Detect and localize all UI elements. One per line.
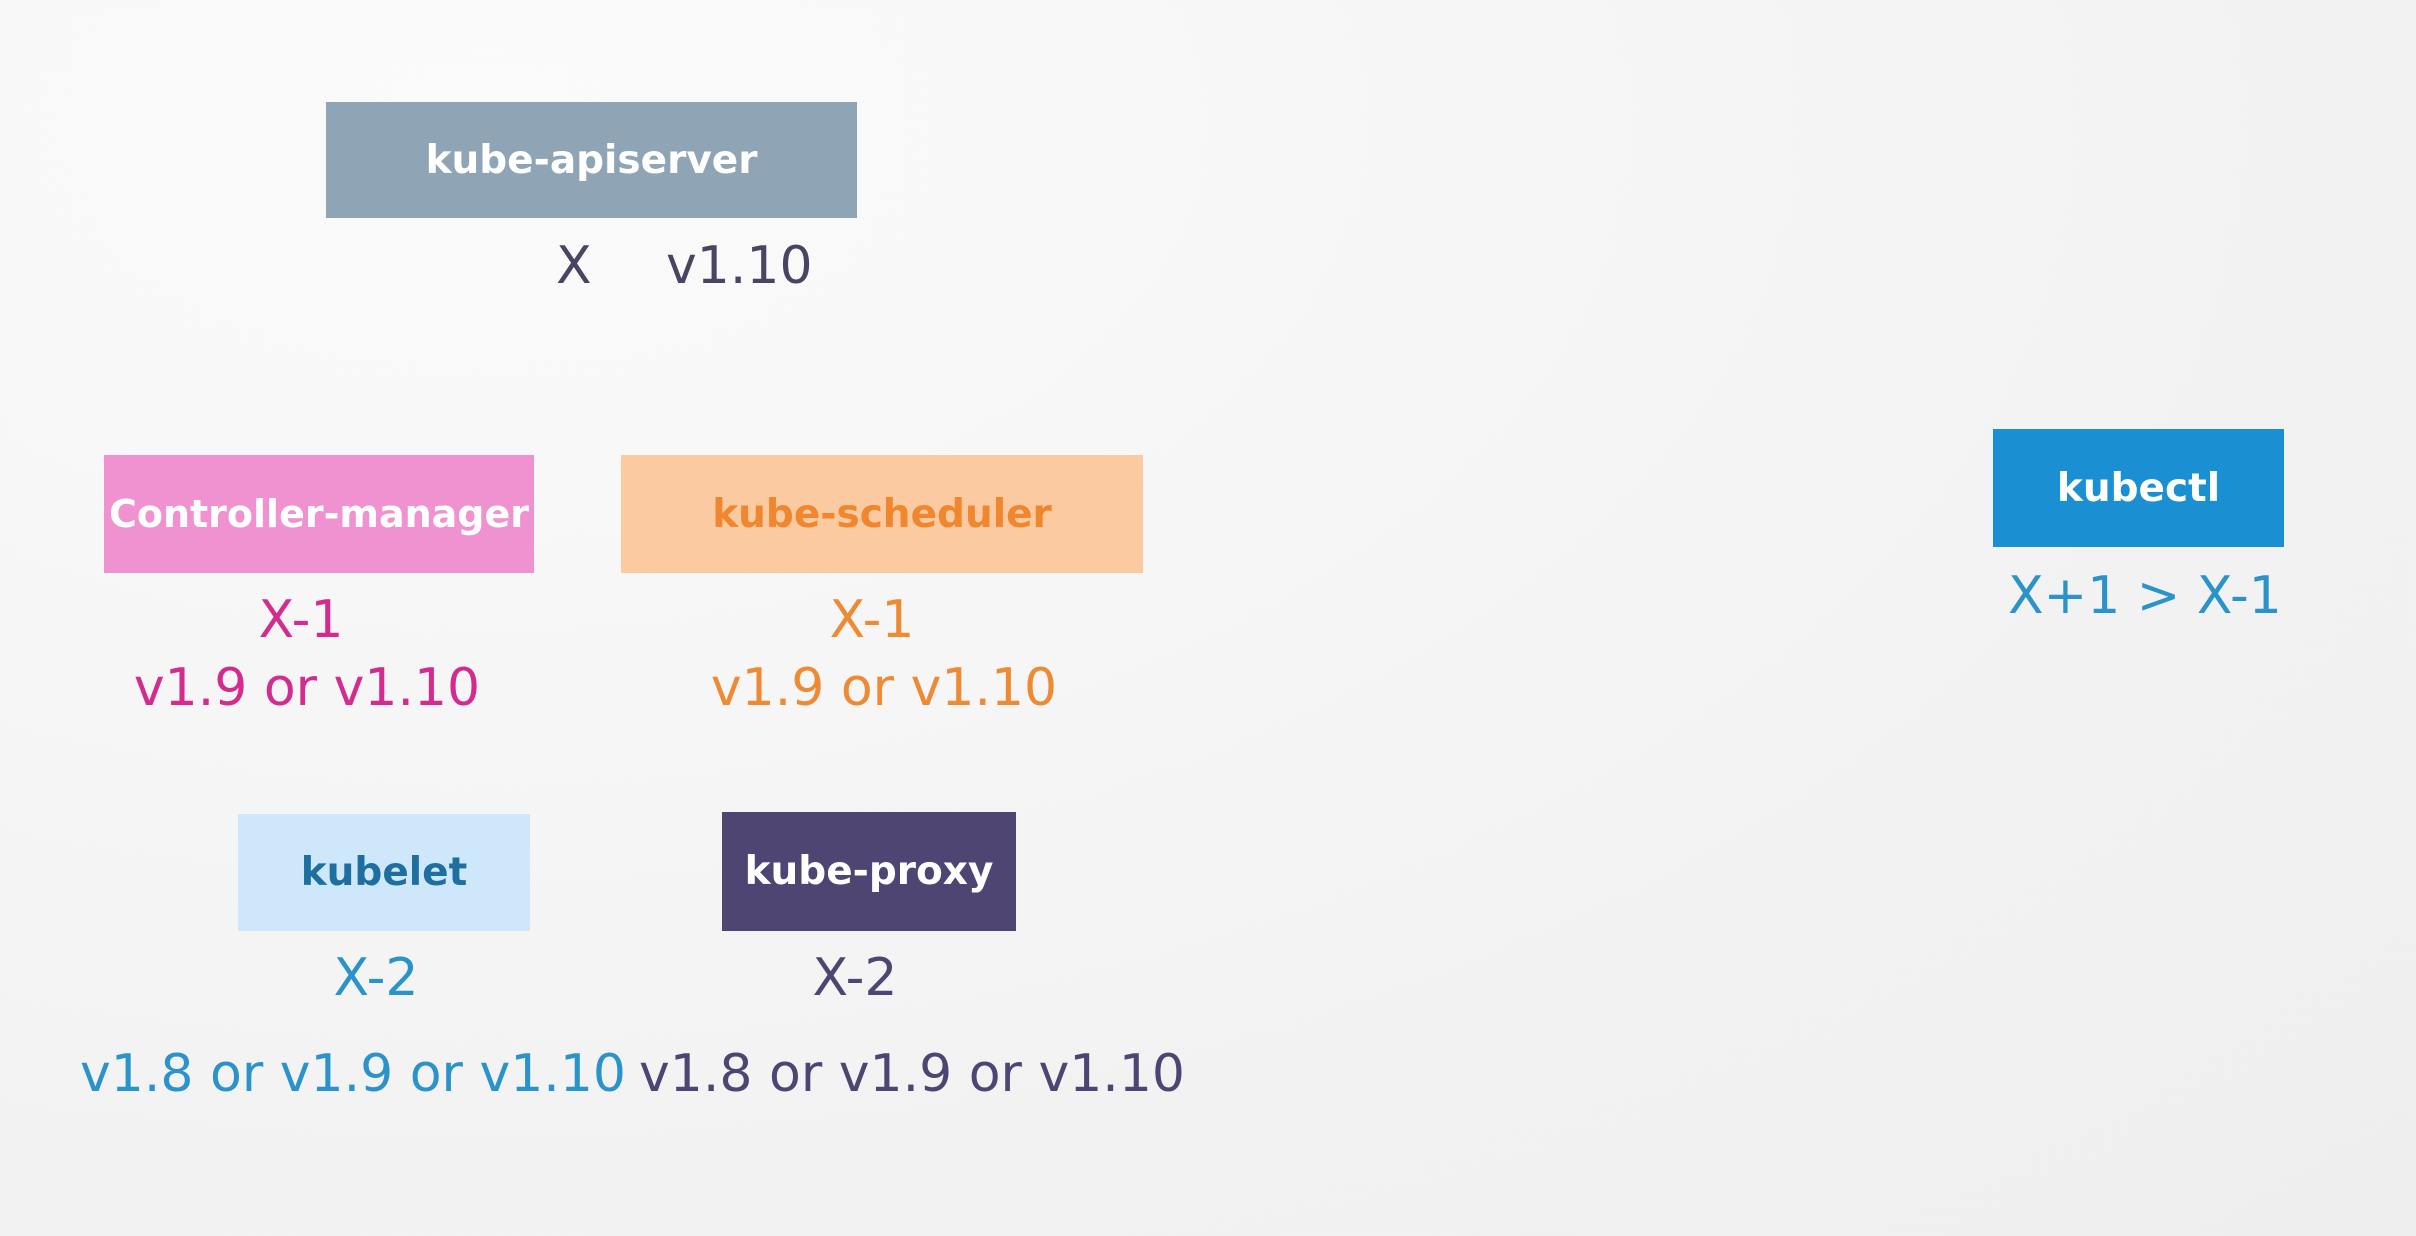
kube-scheduler-versions: v1.9 or v1.10 (710, 658, 1058, 718)
kubectl-box: kubectl (1993, 429, 2284, 547)
kubelet-label: kubelet (300, 850, 468, 895)
controller-manager-box: Controller-manager (104, 455, 534, 573)
kube-apiserver-label: kube-apiserver (425, 137, 758, 183)
kube-apiserver-version: v1.10 (666, 236, 813, 296)
controller-manager-versions: v1.9 or v1.10 (133, 658, 481, 718)
kube-apiserver-relative-version: X (556, 236, 592, 296)
kubectl-relative-version: X+1 > X-1 (2008, 566, 2282, 626)
controller-manager-label: Controller-manager (108, 492, 530, 536)
kube-proxy-relative-version: X-2 (812, 948, 898, 1008)
kube-proxy-label: kube-proxy (744, 849, 994, 894)
kube-proxy-box: kube-proxy (722, 812, 1016, 931)
kube-proxy-versions: v1.8 or v1.9 or v1.10 (639, 1044, 1185, 1104)
kube-scheduler-label: kube-scheduler (712, 491, 1052, 537)
kubectl-label: kubectl (2056, 465, 2221, 511)
kubelet-box: kubelet (238, 814, 530, 931)
kube-scheduler-relative-version: X-1 (829, 590, 915, 650)
kubelet-relative-version: X-2 (333, 948, 419, 1008)
controller-manager-relative-version: X-1 (258, 590, 344, 650)
kubelet-versions: v1.8 or v1.9 or v1.10 (80, 1044, 626, 1104)
kube-apiserver-box: kube-apiserver (326, 102, 857, 218)
kube-scheduler-box: kube-scheduler (621, 455, 1143, 573)
